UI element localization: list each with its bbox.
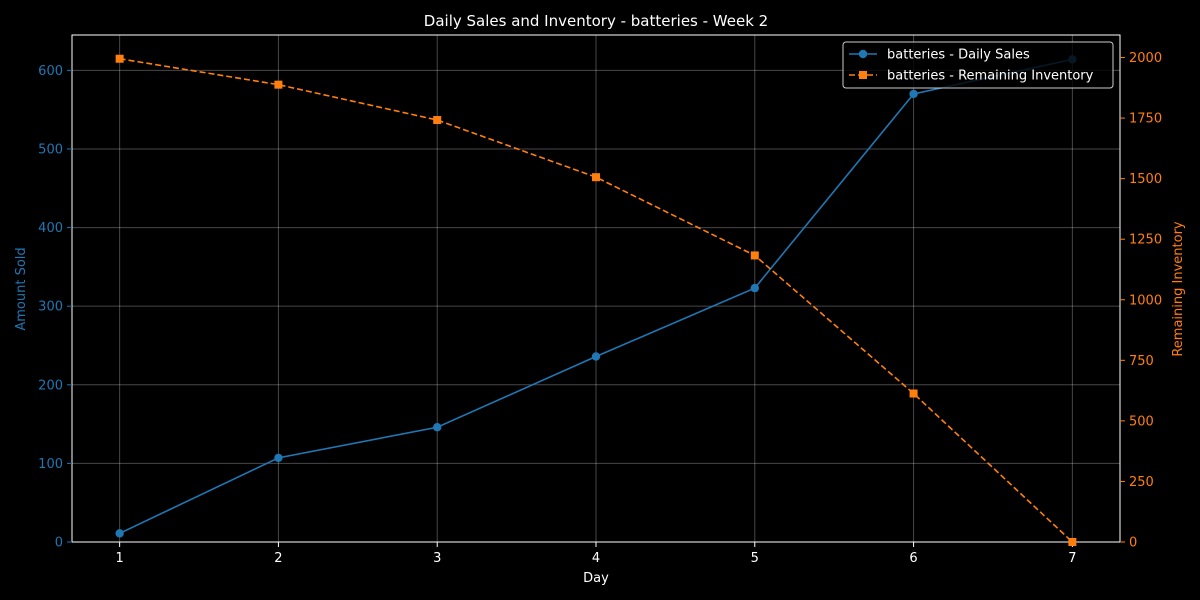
x-tick-label: 6 [909,551,917,566]
y-axis-right-label: Remaining Inventory [1171,221,1186,357]
legend-label-1: batteries - Daily Sales [887,48,1030,63]
x-axis-label: Day [583,571,609,586]
y-left-tick-label: 100 [38,457,63,472]
legend-label-2: batteries - Remaining Inventory [887,69,1094,84]
series-2-point [909,389,918,398]
x-tick-label: 3 [433,551,441,566]
series-2-point [750,251,759,260]
chart-title: Daily Sales and Inventory - batteries - … [424,12,768,30]
y-left-tick-label: 0 [55,536,63,551]
y-left-tick-label: 600 [38,64,63,79]
series-1-point [274,453,283,463]
y-right-tick-label: 1250 [1129,233,1162,248]
y-right-tick-label: 750 [1129,354,1154,369]
y-left-tick-label: 200 [38,378,63,393]
series-1-point [433,423,442,432]
y-left-tick-label: 300 [38,300,63,315]
y-right-tick-label: 500 [1129,414,1154,429]
legend-marker-1 [858,49,868,59]
series-1-point [909,89,918,99]
series-2-point [433,116,442,125]
series-2-point [592,173,600,182]
legend-marker-2 [859,71,867,79]
axes: 1 2 3 4 5 6 7 0 100 200 300 400 500 600 0 250 500 750 1000… [38,34,1162,566]
series-1-point [115,529,124,538]
y-right-tick-label: 0 [1129,536,1137,551]
x-tick-label: 2 [274,551,282,566]
y-right-tick-label: 250 [1129,475,1154,490]
x-tick-label: 7 [1068,551,1076,566]
series-1-point [750,283,759,293]
x-tick-label: 4 [592,551,600,566]
y-right-tick-label: 2000 [1129,51,1162,66]
series-2-point [274,80,283,89]
x-tick-label: 5 [751,551,759,566]
y-right-tick-label: 1000 [1129,293,1162,308]
series-2-point [115,54,124,63]
series-2-point [1068,538,1077,546]
y-right-tick-label: 1500 [1129,172,1162,187]
legend-box [842,41,1114,89]
x-tick-label: 1 [115,551,123,566]
y-axis-left-label: Amount Sold [14,247,29,330]
y-right-tick-label: 1750 [1129,112,1162,127]
y-left-tick-label: 500 [38,142,63,157]
y-left-tick-label: 400 [38,221,63,236]
series-1-point [591,352,601,361]
legend: batteries - Daily Sales batteries - Remai… [842,41,1114,89]
